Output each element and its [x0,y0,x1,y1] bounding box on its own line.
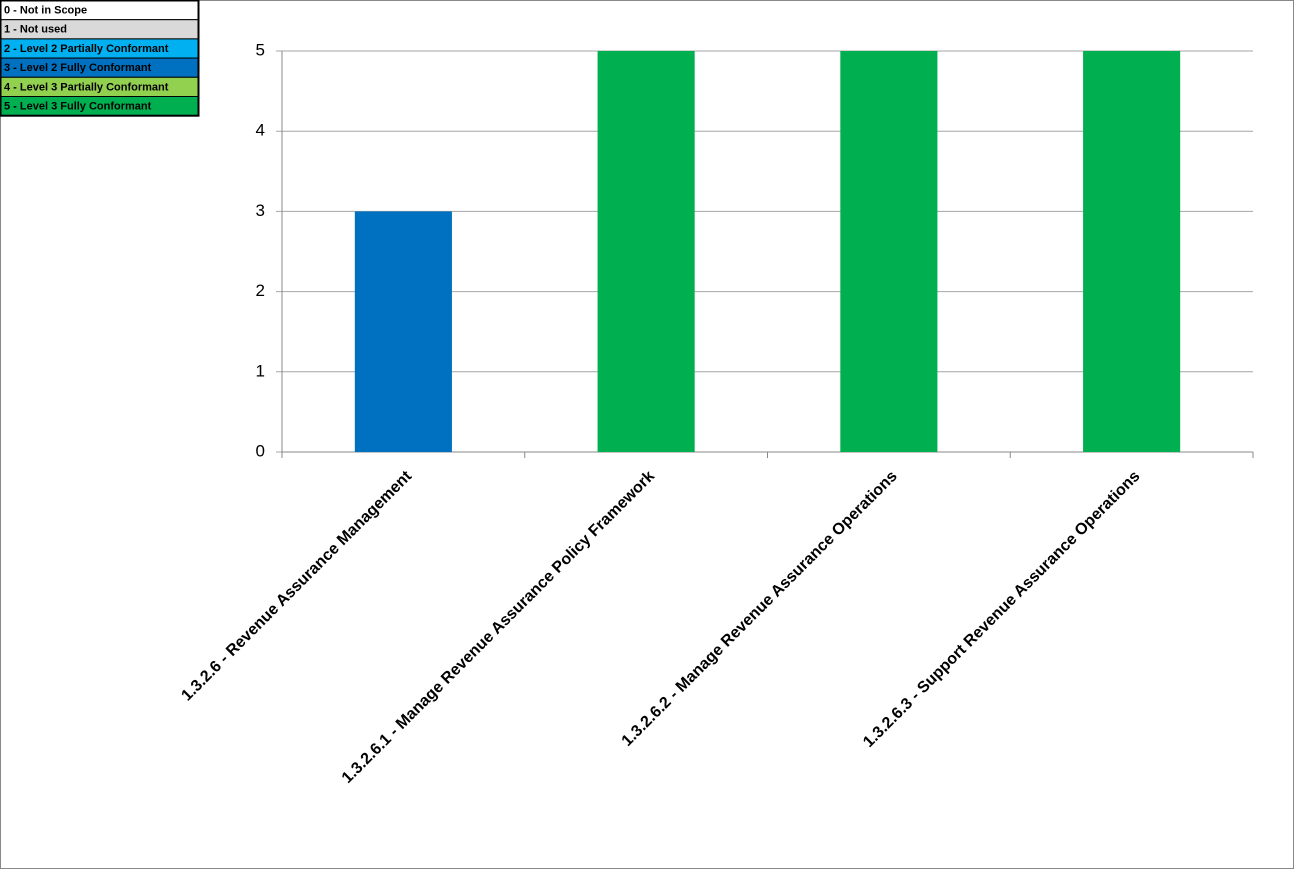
y-tick-label: 1 [256,361,265,380]
legend-label: 0 - Not in Scope [4,5,87,17]
bar [1083,51,1181,452]
legend-label: 4 - Level 3 Partially Conformant [4,81,169,93]
legend-border [0,0,200,117]
legend: 0 - Not in Scope 1 - Not used 2 - Level 2 … [0,0,200,117]
bar [354,211,452,452]
legend-label: 3 - Level 2 Fully Conformant [4,62,152,74]
y-tick-label: 5 [256,40,265,59]
legend-label: 2 - Level 2 Partially Conformant [4,43,169,55]
y-tick-label: 4 [256,121,265,140]
bar [840,51,938,452]
y-tick-label: 2 [256,281,265,300]
legend-label: 1 - Not used [4,24,67,36]
bar [597,51,695,452]
y-tick-label: 3 [256,201,265,220]
y-tick-label: 0 [256,441,265,460]
legend-label: 5 - Level 3 Fully Conformant [4,101,152,113]
